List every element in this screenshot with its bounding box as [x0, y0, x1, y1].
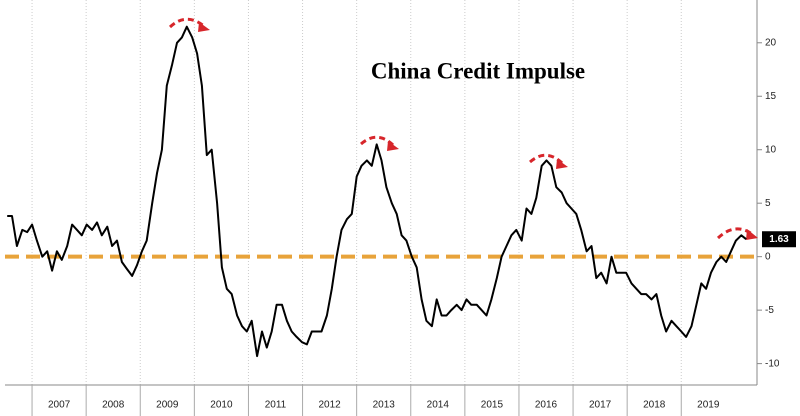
- arrow-head: [556, 159, 568, 169]
- x-tick-label: 2014: [427, 400, 450, 411]
- x-tick-label: 2007: [48, 400, 71, 411]
- x-tick-label: 2010: [210, 400, 233, 411]
- y-tick-label: 15: [765, 91, 777, 102]
- arrow-head: [387, 141, 399, 151]
- arrow-heads: [198, 22, 758, 240]
- x-tick-label: 2011: [265, 400, 287, 411]
- x-tick-label: 2017: [589, 400, 612, 411]
- y-tick-label: -5: [765, 305, 774, 316]
- y-tick-label: 20: [765, 37, 777, 48]
- x-tick-label: 2016: [535, 400, 558, 411]
- x-tick-label: 2008: [102, 400, 125, 411]
- x-tick-label: 2012: [318, 400, 341, 411]
- chart-title: China Credit Impulse: [371, 58, 585, 83]
- x-tick-label: 2019: [697, 400, 720, 411]
- last-value-box: [762, 231, 796, 248]
- last-value-label: 1.63: [769, 234, 789, 245]
- grid-layer: [31, 0, 682, 385]
- arrow-head: [746, 229, 758, 240]
- y-tick-label: 5: [765, 198, 771, 209]
- line-series: [7, 25, 747, 358]
- arrow-head: [198, 22, 210, 32]
- y-tick-label: 10: [765, 144, 777, 155]
- x-tick-label: 2018: [643, 400, 666, 411]
- y-tick-label: 0: [765, 251, 771, 262]
- x-tick-label: 2009: [156, 400, 179, 411]
- y-tick-label: -10: [765, 358, 780, 369]
- x-tick-label: 2015: [481, 400, 504, 411]
- x-tick-label: 2013: [373, 400, 396, 411]
